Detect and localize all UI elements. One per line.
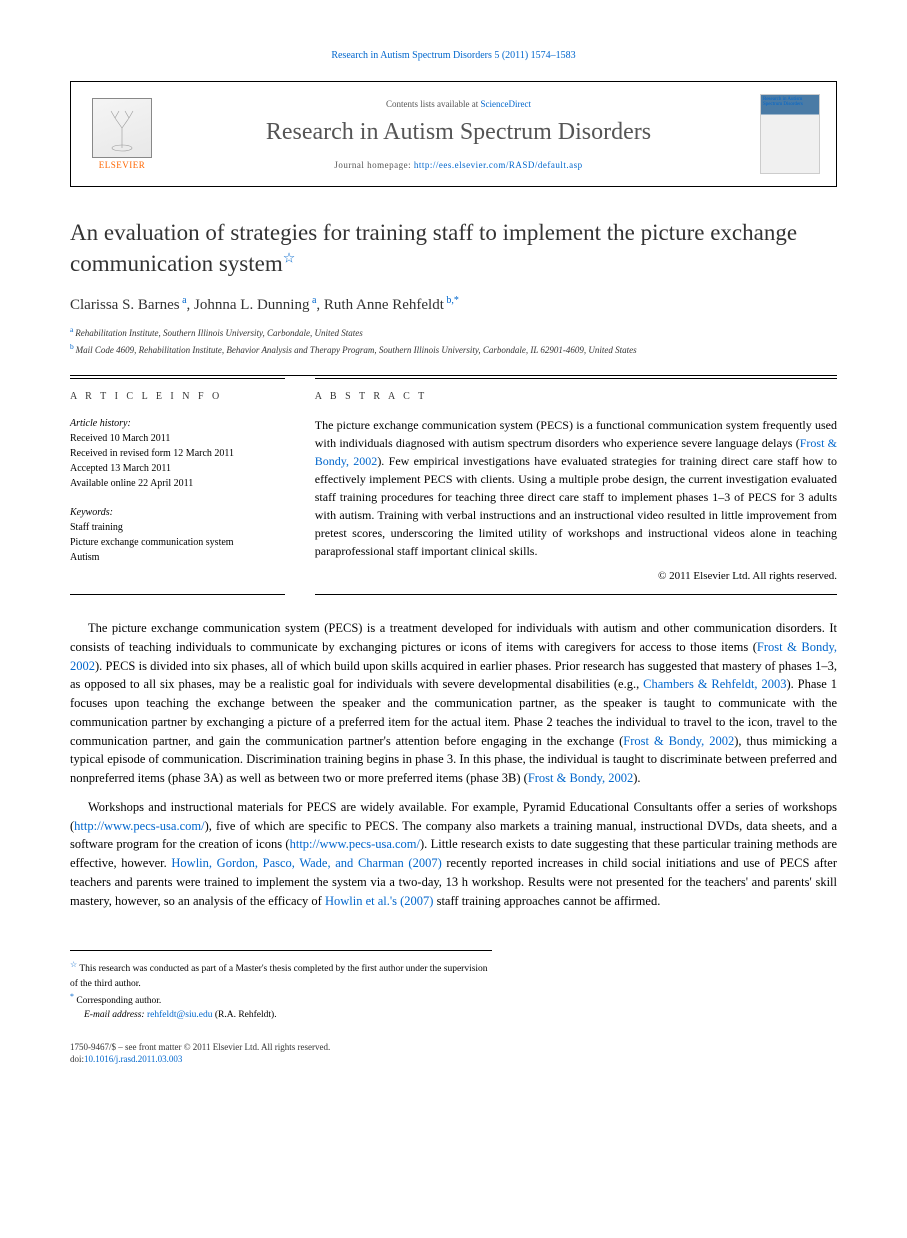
article-info-column: A R T I C L E I N F O Article history: R… (70, 378, 285, 595)
publisher-logo: ELSEVIER (87, 94, 157, 174)
author-list: Clarissa S. Barnes a, Johnna L. Dunning … (70, 295, 837, 314)
abstract-text: The picture exchange communication syste… (315, 416, 837, 560)
author-affil-mark[interactable]: a (309, 295, 316, 306)
front-matter-line: 1750-9467/$ – see front matter © 2011 El… (70, 1041, 837, 1054)
footnote-text-2: Corresponding author. (76, 996, 161, 1006)
running-header: Research in Autism Spectrum Disorders 5 … (70, 50, 837, 61)
citation-ref[interactable]: http://www.pecs-usa.com/ (74, 819, 204, 833)
keyword: Staff training (70, 520, 285, 535)
article-history-label: Article history: (70, 416, 285, 431)
citation-ref[interactable]: http://www.pecs-usa.com/ (290, 837, 420, 851)
citation-ref[interactable]: Howlin, Gordon, Pasco, Wade, and Charman… (171, 856, 441, 870)
history-line: Accepted 13 March 2011 (70, 461, 285, 476)
abstract-label: A B S T R A C T (315, 391, 837, 402)
author: Ruth Anne Rehfeldt b,* (324, 297, 459, 313)
keyword: Autism (70, 550, 285, 565)
journal-title: Research in Autism Spectrum Disorders (173, 119, 744, 146)
article-info-label: A R T I C L E I N F O (70, 391, 285, 402)
email-label: E-mail address: (84, 1010, 145, 1020)
doi-line: doi:10.1016/j.rasd.2011.03.003 (70, 1053, 837, 1066)
citation-ref[interactable]: Chambers & Rehfeldt, 2003 (643, 677, 786, 691)
affiliation-line: a Rehabilitation Institute, Southern Ill… (70, 324, 837, 341)
citation-ref[interactable]: Frost & Bondy, 2002 (315, 436, 837, 468)
citation-ref[interactable]: Frost & Bondy, 2002 (528, 771, 633, 785)
article-history-block: Article history: Received 10 March 2011R… (70, 416, 285, 491)
journal-homepage-line: Journal homepage: http://ees.elsevier.co… (173, 160, 744, 170)
journal-masthead: ELSEVIER Contents lists available at Sci… (70, 81, 837, 187)
history-line: Received in revised form 12 March 2011 (70, 446, 285, 461)
keywords-label: Keywords: (70, 505, 285, 520)
contents-prefix: Contents lists available at (386, 99, 480, 109)
footnote-text-1: This research was conducted as part of a… (70, 965, 488, 989)
elsevier-tree-icon (92, 98, 152, 158)
homepage-prefix: Journal homepage: (334, 160, 413, 170)
corresponding-email-link[interactable]: rehfeldt@siu.edu (147, 1010, 212, 1020)
page-footer: 1750-9467/$ – see front matter © 2011 El… (70, 1041, 837, 1066)
title-footnote-mark[interactable]: ☆ (283, 251, 296, 266)
citation-ref[interactable]: Frost & Bondy, 2002 (70, 640, 837, 673)
sciencedirect-link[interactable]: ScienceDirect (481, 99, 531, 109)
author-affil-mark[interactable]: b,* (444, 295, 459, 306)
info-abstract-row: A R T I C L E I N F O Article history: R… (70, 375, 837, 595)
citation-ref[interactable]: Frost & Bondy, 2002 (623, 734, 734, 748)
author: Clarissa S. Barnes a (70, 297, 187, 313)
history-line: Available online 22 April 2011 (70, 476, 285, 491)
footnote-research: ☆ This research was conducted as part of… (70, 959, 492, 991)
doi-link[interactable]: 10.1016/j.rasd.2011.03.003 (84, 1054, 182, 1064)
footnotes: ☆ This research was conducted as part of… (70, 950, 492, 1022)
contents-available-line: Contents lists available at ScienceDirec… (173, 99, 744, 109)
publisher-name: ELSEVIER (99, 160, 146, 170)
journal-homepage-link[interactable]: http://ees.elsevier.com/RASD/default.asp (414, 160, 583, 170)
history-line: Received 10 March 2011 (70, 431, 285, 446)
author-affil-mark[interactable]: a (180, 295, 187, 306)
affiliations: a Rehabilitation Institute, Southern Ill… (70, 324, 837, 357)
keywords-block: Keywords: Staff trainingPicture exchange… (70, 505, 285, 565)
footnote-corresponding: * Corresponding author. (70, 991, 492, 1008)
masthead-center: Contents lists available at ScienceDirec… (173, 99, 744, 170)
citation-ref[interactable]: Howlin et al.'s (2007) (325, 894, 433, 908)
doi-label: doi: (70, 1054, 84, 1064)
abstract-column: A B S T R A C T The picture exchange com… (315, 378, 837, 595)
abstract-copyright: © 2011 Elsevier Ltd. All rights reserved… (315, 570, 837, 582)
article-title: An evaluation of strategies for training… (70, 217, 837, 279)
keyword: Picture exchange communication system (70, 535, 285, 550)
footnote-email: E-mail address: rehfeldt@siu.edu (R.A. R… (70, 1008, 492, 1022)
email-person: (R.A. Rehfeldt). (215, 1010, 277, 1020)
body-paragraph-1: The picture exchange communication syste… (70, 619, 837, 788)
body-paragraph-2: Workshops and instructional materials fo… (70, 798, 837, 911)
affil-sup: b (70, 342, 76, 351)
author: Johnna L. Dunning a (194, 297, 316, 313)
affiliation-line: b Mail Code 4609, Rehabilitation Institu… (70, 341, 837, 358)
affil-sup: a (70, 325, 75, 334)
footnote-mark-star: ☆ (70, 960, 77, 969)
footnote-mark-asterisk: * (70, 992, 74, 1001)
journal-cover-thumbnail: Research in Autism Spectrum Disorders (760, 94, 820, 174)
article-title-text: An evaluation of strategies for training… (70, 220, 797, 276)
